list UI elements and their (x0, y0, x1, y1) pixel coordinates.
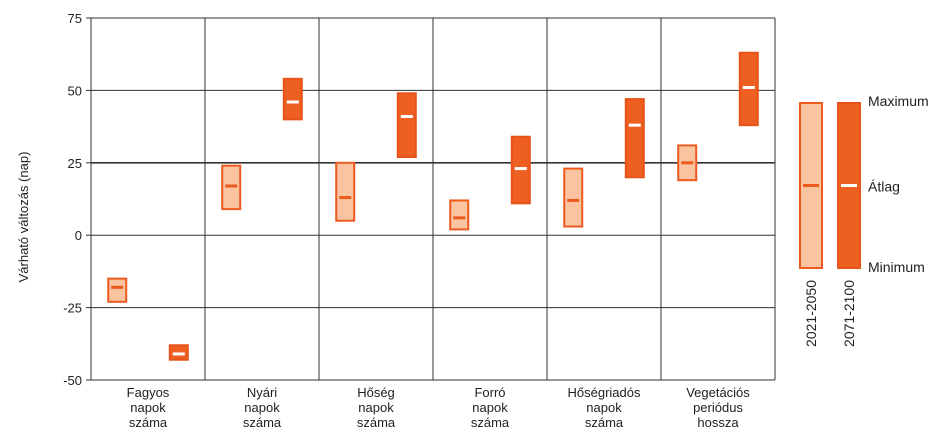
y-tick-label: 75 (68, 11, 82, 26)
category-label-line: hossza (697, 415, 739, 430)
category-label-line: száma (471, 415, 510, 430)
range-bar-2071-2100 (282, 77, 303, 121)
range-bars (107, 51, 759, 361)
category-label: Hőség napok száma (357, 385, 396, 430)
y-tick-label: -25 (63, 301, 82, 316)
y-tick-label: -50 (63, 373, 82, 388)
category-label-line: Nyári (247, 385, 277, 400)
category-label-line: száma (357, 415, 396, 430)
category-label: Vegetációs periódus hossza (686, 385, 750, 430)
category-label-line: Hőség (357, 385, 395, 400)
category-label-line: Vegetációs (686, 385, 750, 400)
category-label-line: napok (130, 400, 166, 415)
grid-lines (90, 17, 776, 381)
range-bar-2021-2050 (107, 277, 128, 303)
category-label-line: periódus (693, 400, 743, 415)
category-label-line: napok (472, 400, 508, 415)
category-label-line: száma (243, 415, 282, 430)
legend-series-label: 2071-2100 (841, 280, 857, 347)
legend: 2021-2050 2071-2100 Maximum Átlag Minimum (799, 93, 929, 347)
category-label-line: napok (358, 400, 394, 415)
category-label-line: Fagyos (127, 385, 170, 400)
legend-series-label: 2021-2050 (803, 280, 819, 347)
category-label: Fagyos napok száma (127, 385, 170, 430)
range-bar-2021-2050 (449, 199, 470, 231)
legend-label: Átlag (868, 179, 900, 195)
range-bar-2071-2100 (624, 98, 645, 179)
y-tick-label: 50 (68, 83, 82, 98)
category-label-line: Hőségriadós (568, 385, 641, 400)
legend-label: Maximum (868, 93, 929, 109)
y-axis-label: Várható változás (nap) (16, 152, 31, 283)
range-bar-2021-2050 (563, 167, 584, 228)
range-bar-2071-2100 (396, 92, 417, 159)
range-bar-2021-2050 (335, 161, 356, 222)
category-label-line: száma (129, 415, 168, 430)
y-tick-label: 0 (75, 228, 82, 243)
category-label-line: száma (585, 415, 624, 430)
y-tick-label: 25 (68, 156, 82, 171)
category-label-line: napok (586, 400, 622, 415)
category-label-line: napok (244, 400, 280, 415)
category-label: Forró napok száma (471, 385, 510, 430)
category-label: Hőségriadós napok száma (568, 385, 641, 430)
legend-label: Minimum (868, 259, 925, 275)
category-label: Nyári napok száma (243, 385, 282, 430)
category-label-line: Forró (474, 385, 505, 400)
